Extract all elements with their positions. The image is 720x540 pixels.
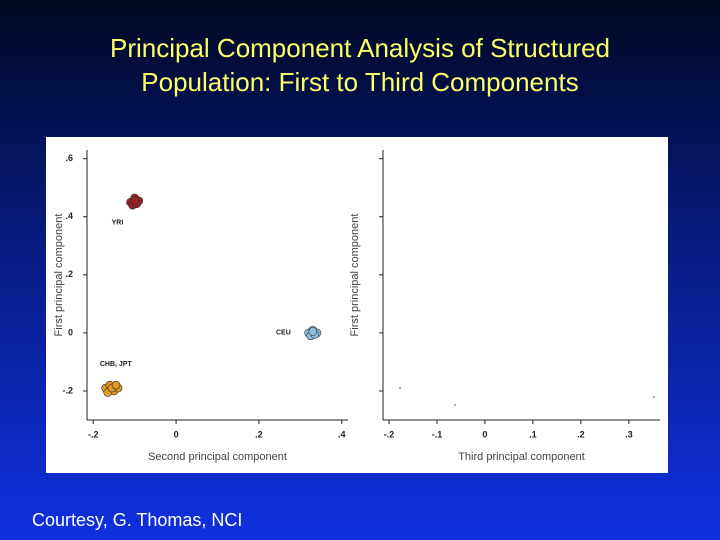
x-tick-label: -.1 (432, 429, 443, 439)
chart-panel (46, 137, 668, 473)
x-axis-label: Second principal component (148, 451, 287, 463)
x-tick-label: -.2 (88, 429, 99, 439)
slide-title: Population: First to Third Components (141, 67, 578, 97)
y-tick-label: .2 (65, 269, 73, 279)
y-tick-label: 0 (68, 327, 73, 337)
point (399, 387, 401, 389)
x-tick-label: .1 (529, 429, 537, 439)
y-axis-label: First principal component (53, 214, 65, 337)
x-tick-label: 0 (174, 429, 179, 439)
slide-title: Principal Component Analysis of Structur… (110, 33, 610, 63)
x-tick-label: -.2 (384, 429, 395, 439)
y-tick-label: -.2 (62, 385, 73, 395)
x-axis-label: Third principal component (458, 451, 585, 463)
x-tick-label: .4 (338, 429, 346, 439)
y-tick-label: .6 (65, 153, 73, 163)
cluster-label: YRI (112, 220, 124, 227)
cluster-label: CHB, JPT (100, 361, 133, 368)
point (111, 380, 121, 390)
point (130, 196, 139, 206)
footer: Courtesy, G. Thomas, NCI (32, 510, 242, 530)
y-axis-label: First principal component (349, 214, 361, 337)
x-tick-label: .2 (577, 429, 585, 439)
cluster-label: CEU (276, 330, 291, 337)
x-tick-label: .2 (255, 429, 263, 439)
y-tick-label: .4 (65, 211, 73, 221)
x-tick-label: 0 (482, 429, 487, 439)
point (308, 327, 318, 336)
point (454, 404, 456, 406)
x-tick-label: .3 (625, 429, 633, 439)
point (652, 396, 655, 398)
